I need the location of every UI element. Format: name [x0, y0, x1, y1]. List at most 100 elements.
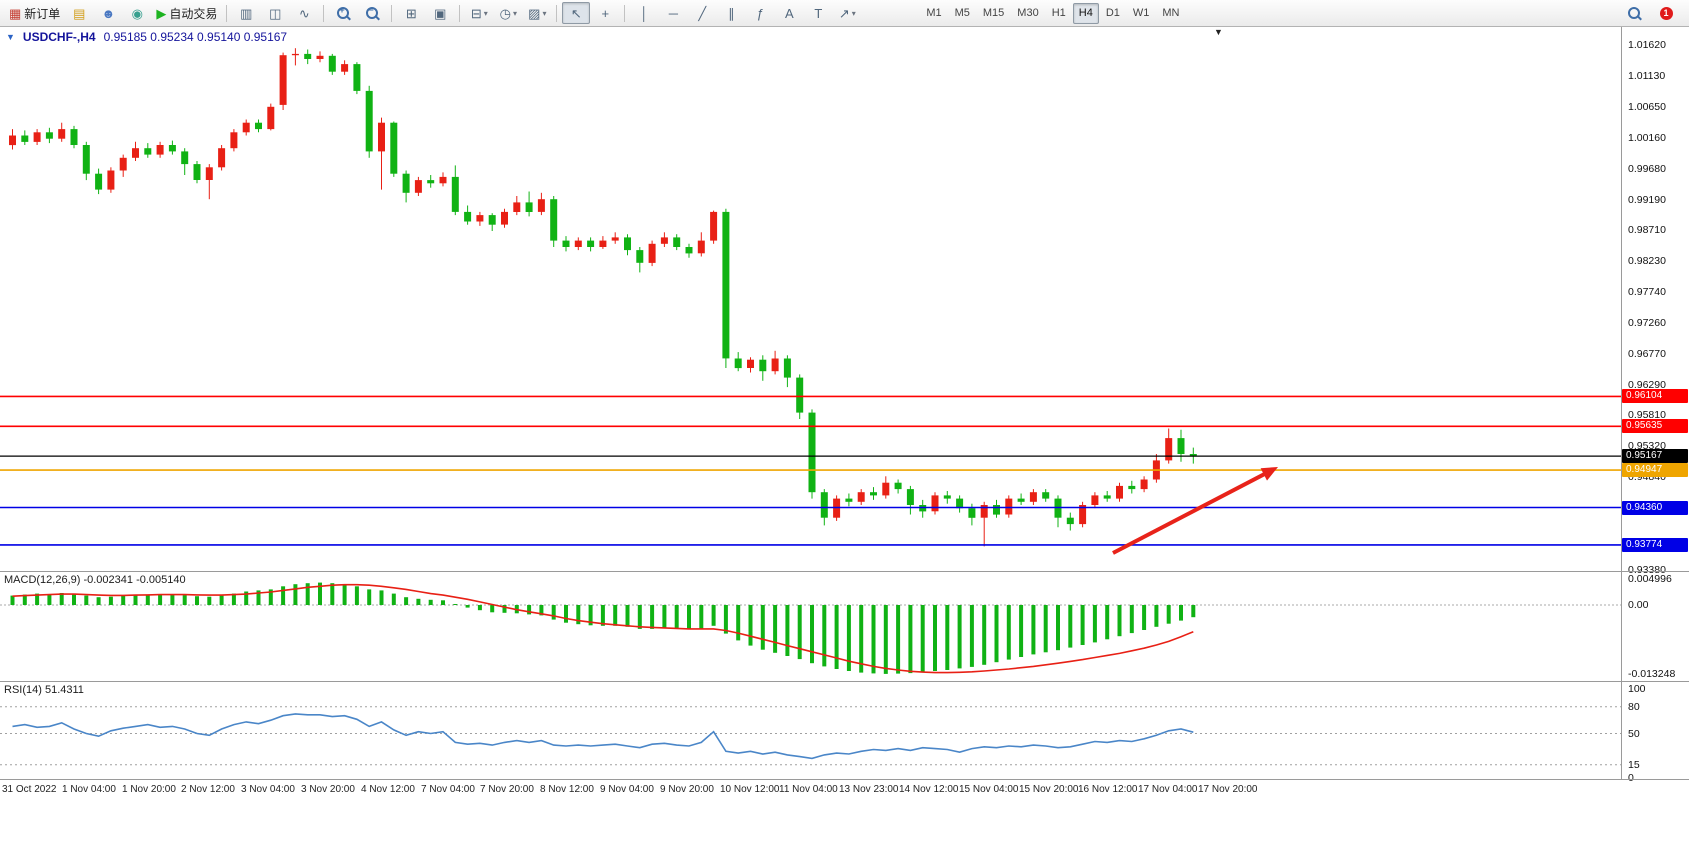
chart-symbol-label: USDCHF-,H4	[22, 30, 96, 44]
timeframe-h4-button[interactable]: H4	[1072, 2, 1099, 24]
timeframe-w1-button[interactable]: W1	[1132, 7, 1150, 19]
cascade-windows-icon-icon: ▣	[434, 5, 447, 21]
search-button[interactable]	[1620, 2, 1648, 24]
rsi-axis-label: 15	[1628, 759, 1640, 771]
data-window-icon-button[interactable]: ☻	[94, 2, 122, 24]
time-axis-label: 16 Nov 12:00	[1078, 784, 1138, 795]
bar-chart-icon-button[interactable]: ▥	[232, 2, 260, 24]
price-axis-label: 0.95810	[1628, 409, 1666, 421]
price-axis-label: 1.00160	[1628, 132, 1666, 144]
crosshair-tool-button[interactable]: +	[591, 2, 619, 24]
dropdown-caret-icon[interactable]: ▾	[512, 8, 517, 18]
time-axis-label: 8 Nov 12:00	[540, 784, 594, 795]
macd-axis-label: -0.013248	[1628, 668, 1676, 680]
cursor-tool-icon: ↖	[570, 5, 582, 21]
new-order-button-label: 新订单	[24, 6, 61, 21]
new-chart-button[interactable]: ⊟ ▾	[465, 2, 493, 24]
cursor-tool-button[interactable]: ↖	[562, 2, 591, 24]
macd-axis-label: 0.004996	[1628, 573, 1672, 585]
rsi-axis-label: 100	[1628, 683, 1646, 695]
templates-button[interactable]: ▨ ▾	[523, 2, 551, 24]
timeframe-h1-button[interactable]: H1	[1051, 7, 1066, 19]
signals-icon-button[interactable]: ◉	[123, 2, 151, 24]
macd-axis-label: 0.00	[1628, 599, 1649, 611]
channel-tool-button[interactable]: ∥	[717, 2, 745, 24]
profiles-button[interactable]: ◷ ▾	[494, 2, 522, 24]
one-click-trading-toggle[interactable]: ▼	[6, 32, 15, 42]
channel-tool-icon: ∥	[728, 5, 735, 21]
new-chart-icon: ⊟	[470, 5, 482, 21]
fibonacci-tool-button[interactable]: ƒ	[746, 2, 774, 24]
rsi-indicator-title: RSI(14) 51.4311	[4, 684, 84, 696]
rsi-axis-label: 80	[1628, 701, 1640, 713]
dropdown-caret-icon[interactable]: ▾	[542, 8, 547, 18]
trendline-tool-button[interactable]: ╱	[688, 2, 716, 24]
notifications-button[interactable]: 1	[1652, 2, 1680, 24]
crosshair-tool-icon: +	[601, 5, 610, 21]
label-tool-button[interactable]: T	[804, 2, 832, 24]
price-axis-label: 0.96290	[1628, 379, 1666, 391]
candlestick-chart[interactable]	[0, 27, 1621, 572]
pane-divider[interactable]	[0, 571, 1689, 572]
line-chart-icon-button[interactable]: ∿	[290, 2, 318, 24]
time-axis-label: 9 Nov 20:00	[660, 784, 714, 795]
macd-panel[interactable]	[0, 572, 1621, 682]
candlestick-chart-icon-button[interactable]: ◫	[261, 2, 289, 24]
toolbar-separator	[391, 4, 393, 22]
vertical-line-tool-icon: │	[640, 5, 649, 21]
fibonacci-tool-icon: ƒ	[756, 5, 764, 21]
toolbar: ▦ 新订单 ▤ ☻ ◉ ▶ 自动交易 ▥ ◫ ∿ + − ⊞ ▣ ⊟ ▾ ◷ ▾ ▨ ▾ ↖ + │ ─ ╱ ∥ ƒ A T ↗ ▾ M1 M5…	[0, 0, 1689, 27]
trendline-tool-icon: ╱	[698, 5, 707, 21]
timeframe-m5-button[interactable]: M5	[954, 7, 970, 19]
rsi-panel[interactable]	[0, 682, 1621, 780]
vertical-line-tool-button[interactable]: │	[630, 2, 658, 24]
pane-divider[interactable]	[0, 681, 1689, 682]
new-order-icon: ▦	[9, 5, 22, 21]
new-order-button[interactable]: ▦ 新订单	[5, 2, 64, 24]
cascade-windows-icon-button[interactable]: ▣	[426, 2, 454, 24]
price-axis-label: 0.93380	[1628, 564, 1666, 576]
price-axis-label: 0.96770	[1628, 348, 1666, 360]
toolbar-separator	[459, 4, 461, 22]
pane-divider	[0, 779, 1689, 780]
timeframe-d1-button[interactable]: D1	[1105, 7, 1120, 19]
zoom-out-button[interactable]: −	[358, 2, 386, 24]
label-tool-icon: T	[814, 5, 823, 21]
line-chart-icon-icon: ∿	[298, 5, 310, 21]
chart-window: ▼ USDCHF-,H4 0.95185 0.95234 0.95140 0.9…	[0, 27, 1689, 868]
price-axis-label: 1.01620	[1628, 39, 1666, 51]
data-window-icon-icon: ☻	[101, 5, 116, 21]
market-watch-icon-button[interactable]: ▤	[65, 2, 93, 24]
timeframe-m30-button[interactable]: M30	[1017, 7, 1039, 19]
timeframe-m15-button[interactable]: M15	[982, 7, 1005, 19]
horizontal-line-tool-button[interactable]: ─	[659, 2, 687, 24]
time-axis[interactable]: 31 Oct 2022 1 Nov 04:00 1 Nov 20:00 2 Nov 1…	[0, 780, 1621, 802]
dropdown-caret-icon[interactable]: ▾	[851, 8, 856, 18]
price-level-badge: 0.96104	[1622, 389, 1688, 403]
timeframe-m1-button[interactable]: M1	[926, 7, 942, 19]
text-tool-button[interactable]: A	[775, 2, 803, 24]
price-level-badge: 0.95635	[1622, 419, 1688, 433]
zoom-in-button[interactable]: +	[329, 2, 357, 24]
toolbar-right-cluster: 1	[1620, 2, 1684, 24]
timeframe-buttons: M1 M5 M15 M30 H1 H4 D1 W1 MN	[920, 2, 1185, 24]
candlestick-chart-icon-icon: ◫	[269, 5, 282, 21]
arrows-tool-button[interactable]: ↗ ▾	[833, 2, 861, 24]
autotrading-icon: ▶	[156, 5, 167, 21]
notification-badge: 1	[1659, 6, 1673, 20]
trend-arrow-annotation[interactable]	[1260, 467, 1278, 481]
timeframe-mn-button[interactable]: MN	[1162, 7, 1180, 19]
price-axis-label: 0.98230	[1628, 255, 1666, 267]
chart-header: ▼ USDCHF-,H4 0.95185 0.95234 0.95140 0.9…	[6, 30, 287, 44]
tile-windows-icon-button[interactable]: ⊞	[397, 2, 425, 24]
rsi-axis-label: 50	[1628, 728, 1640, 740]
price-axis-label: 0.99190	[1628, 194, 1666, 206]
autotrading-button[interactable]: ▶ 自动交易	[152, 2, 221, 24]
time-axis-label: 7 Nov 20:00	[480, 784, 534, 795]
dropdown-caret-icon[interactable]: ▾	[483, 8, 488, 18]
price-axis[interactable]: 1.01620 1.01130 1.00650 1.00160 0.99680 0.991…	[1622, 27, 1689, 784]
chart-shift-marker[interactable]: ▼	[1214, 27, 1223, 37]
price-axis-label: 1.01130	[1628, 70, 1666, 82]
price-axis-label: 0.98710	[1628, 224, 1666, 236]
